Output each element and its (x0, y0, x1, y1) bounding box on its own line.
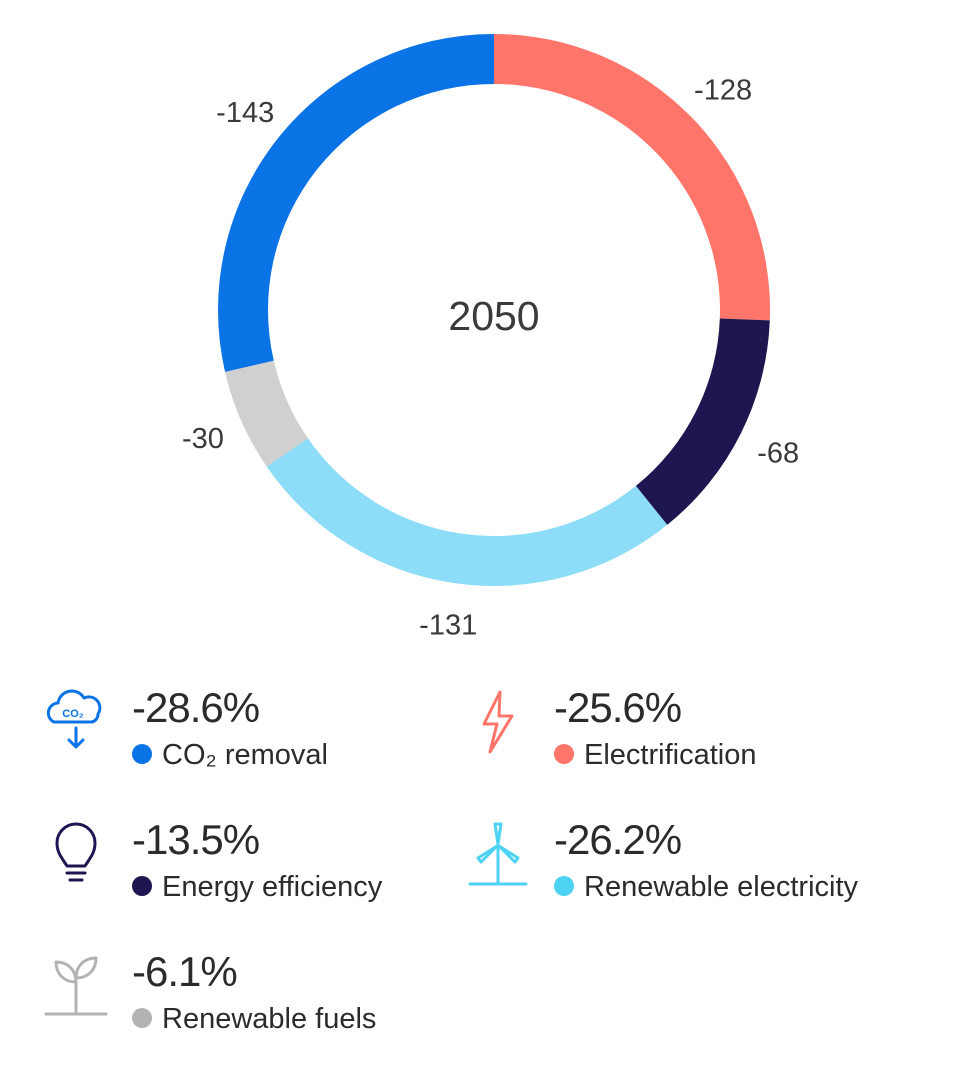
legend-dot (554, 744, 574, 764)
legend-dot (132, 876, 152, 896)
legend-item-energy-efficiency: -13.5% Energy efficiency (44, 816, 464, 926)
svg-text:CO₂: CO₂ (62, 708, 84, 720)
slice-value-label: -30 (182, 423, 224, 455)
plant-sprout-icon (44, 956, 108, 1016)
donut-chart: -128 -68 -131 -30 -143 2050 (182, 34, 799, 642)
legend-label: Energy efficiency (162, 871, 383, 903)
legend-label: Electrification (584, 739, 757, 771)
slice-value-label: -128 (694, 74, 752, 106)
legend-percent: -6.1% (132, 948, 238, 995)
center-year-label: 2050 (448, 293, 539, 339)
donut-slice-electrification (494, 34, 771, 321)
donut-slices (217, 34, 771, 586)
donut-slice-energy-efficiency (635, 318, 770, 525)
legend-item-electrification: -25.6% Electrification (466, 684, 886, 794)
legend-percent: -26.2% (554, 816, 682, 863)
legend-label: Renewable electricity (584, 871, 859, 903)
legend-item-renewable-electricity: -26.2% Renewable electricity (466, 816, 886, 926)
slice-value-label: -143 (216, 97, 274, 129)
donut-slice-renewable-electricity (266, 438, 668, 586)
legend-percent: -25.6% (554, 684, 682, 731)
co2-cloud-icon: CO₂ (46, 689, 102, 749)
legend-dot (554, 876, 574, 896)
lightbulb-icon (55, 822, 97, 882)
slice-value-label: -131 (419, 610, 477, 642)
donut-slice-co-removal (217, 34, 494, 372)
donut-slice-renewable-fuels (225, 360, 308, 467)
legend-item-co2-removal: CO₂ -28.6% CO₂ removal (44, 684, 464, 794)
slice-value-label: -68 (757, 438, 799, 470)
legend-item-renewable-fuels: -6.1% Renewable fuels (44, 948, 464, 1058)
legend-label: CO₂ removal (162, 739, 328, 771)
legend-percent: -13.5% (132, 816, 260, 863)
legend-percent: -28.6% (132, 684, 260, 731)
donut-slice-labels: -128 -68 -131 -30 -143 (182, 74, 799, 641)
wind-turbine-icon (468, 822, 528, 886)
legend-dot (132, 744, 152, 764)
legend-dot (132, 1008, 152, 1028)
legend-label: Renewable fuels (162, 1003, 377, 1035)
lightning-bolt-icon (482, 690, 514, 754)
